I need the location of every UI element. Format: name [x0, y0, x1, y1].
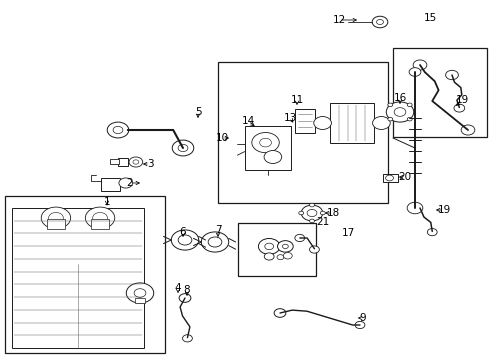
Circle shape — [377, 19, 384, 24]
Circle shape — [310, 246, 319, 253]
Text: 19: 19 — [438, 205, 451, 215]
Circle shape — [372, 117, 390, 130]
Circle shape — [372, 16, 388, 28]
Circle shape — [183, 335, 193, 342]
Circle shape — [172, 140, 194, 156]
Circle shape — [208, 237, 222, 247]
Text: 13: 13 — [283, 113, 296, 123]
Bar — [330, 103, 374, 143]
Text: 14: 14 — [242, 116, 255, 126]
Bar — [12, 208, 144, 348]
Circle shape — [49, 212, 63, 223]
Bar — [383, 174, 398, 182]
Circle shape — [265, 243, 273, 249]
Bar — [91, 219, 109, 229]
Text: 17: 17 — [342, 228, 355, 238]
Text: 18: 18 — [326, 208, 340, 218]
Bar — [118, 158, 127, 166]
Circle shape — [409, 68, 421, 76]
Text: 9: 9 — [360, 313, 367, 323]
Circle shape — [85, 207, 115, 229]
Circle shape — [178, 144, 188, 152]
Bar — [238, 223, 316, 276]
Text: 16: 16 — [393, 93, 407, 103]
Text: 21: 21 — [317, 217, 330, 227]
Bar — [101, 178, 120, 191]
Circle shape — [307, 210, 317, 217]
Text: 8: 8 — [184, 285, 190, 295]
Circle shape — [461, 125, 475, 135]
Circle shape — [355, 321, 365, 329]
Circle shape — [310, 219, 315, 223]
Circle shape — [252, 132, 279, 153]
Circle shape — [178, 235, 192, 245]
Circle shape — [129, 157, 143, 167]
Circle shape — [394, 108, 406, 116]
Circle shape — [113, 126, 123, 134]
Bar — [5, 196, 165, 353]
Text: 12: 12 — [332, 15, 345, 25]
Text: 7: 7 — [215, 225, 221, 235]
Circle shape — [295, 234, 305, 242]
Circle shape — [126, 283, 154, 303]
Circle shape — [119, 178, 133, 188]
Circle shape — [299, 211, 304, 215]
Circle shape — [283, 252, 292, 259]
Circle shape — [320, 211, 325, 215]
Circle shape — [282, 244, 288, 248]
Circle shape — [427, 229, 437, 236]
Circle shape — [386, 102, 414, 122]
Circle shape — [310, 203, 315, 207]
Circle shape — [314, 117, 331, 130]
Bar — [110, 159, 119, 164]
Text: 19: 19 — [455, 95, 468, 105]
Bar — [135, 298, 145, 303]
Circle shape — [301, 205, 323, 221]
Bar — [218, 62, 388, 203]
Circle shape — [41, 207, 71, 229]
Bar — [295, 109, 315, 132]
Circle shape — [277, 240, 293, 252]
Circle shape — [386, 175, 393, 181]
Text: 11: 11 — [291, 95, 304, 105]
Circle shape — [388, 103, 393, 107]
Bar — [47, 219, 65, 229]
Text: 10: 10 — [216, 133, 228, 143]
Circle shape — [407, 117, 412, 121]
Circle shape — [454, 104, 465, 112]
Circle shape — [179, 294, 191, 302]
Text: 1: 1 — [104, 197, 110, 207]
Circle shape — [445, 70, 458, 80]
Text: 4: 4 — [175, 283, 181, 293]
Circle shape — [264, 253, 274, 260]
Circle shape — [201, 232, 229, 252]
Circle shape — [407, 103, 412, 107]
Circle shape — [258, 238, 280, 254]
Circle shape — [277, 255, 284, 260]
Circle shape — [172, 230, 199, 250]
Circle shape — [260, 138, 271, 147]
Circle shape — [407, 202, 423, 214]
Circle shape — [413, 60, 427, 70]
Text: 5: 5 — [195, 107, 201, 117]
Text: 6: 6 — [180, 227, 186, 237]
Circle shape — [388, 117, 393, 121]
Circle shape — [107, 122, 129, 138]
Text: 15: 15 — [423, 13, 437, 23]
Bar — [393, 48, 487, 137]
Circle shape — [133, 160, 139, 164]
Text: 3: 3 — [147, 159, 153, 169]
Circle shape — [134, 289, 146, 297]
Text: 2: 2 — [127, 178, 133, 188]
Circle shape — [264, 150, 282, 163]
Text: 20: 20 — [398, 172, 412, 182]
Circle shape — [93, 212, 107, 223]
Bar — [245, 126, 291, 170]
Circle shape — [274, 309, 286, 317]
